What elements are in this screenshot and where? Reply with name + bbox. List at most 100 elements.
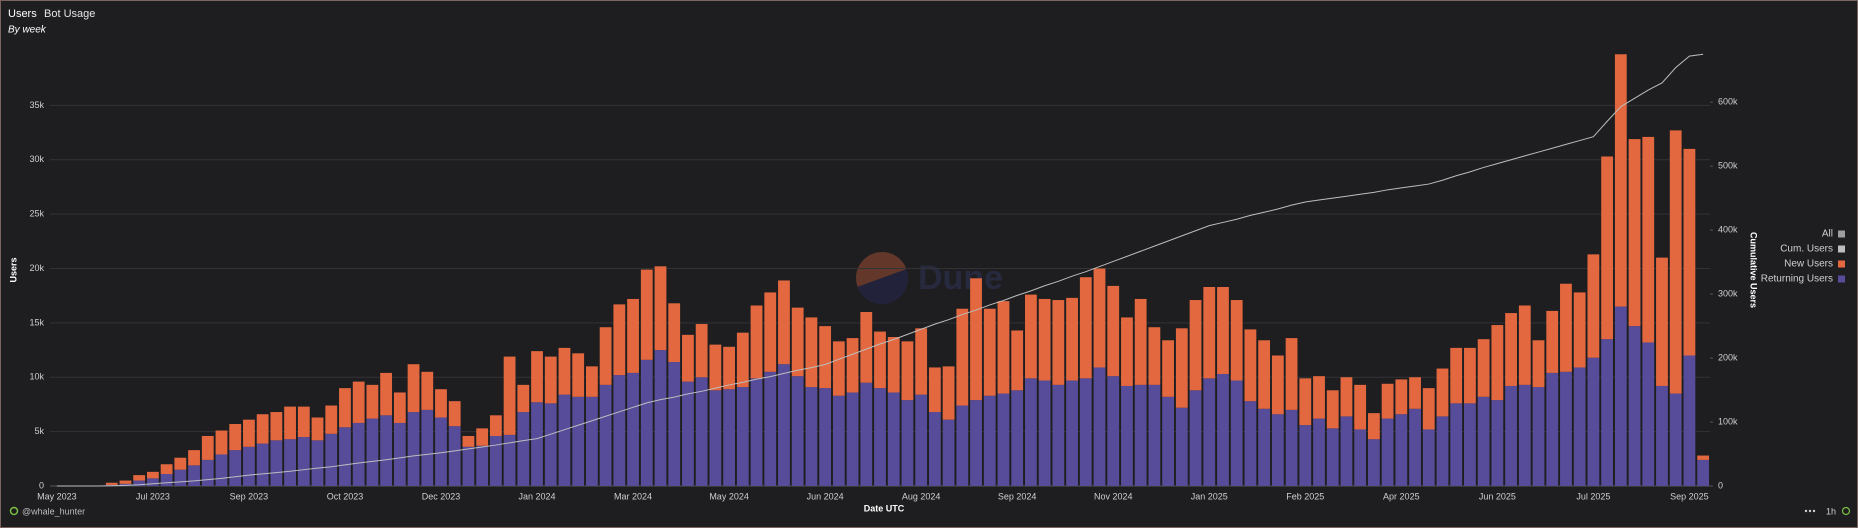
bar-segment: [819, 326, 832, 389]
menu-dot: [1812, 509, 1816, 513]
bar-segment: [1628, 139, 1641, 327]
bar-segment: [462, 446, 475, 486]
bar-segment: [1107, 376, 1120, 486]
bar-segment: [1313, 376, 1325, 419]
bar-segment: [1175, 328, 1188, 408]
bar-segment: [1505, 385, 1517, 486]
bar-segment: [1313, 418, 1325, 486]
legend-item[interactable]: Returning Users: [1761, 274, 1845, 285]
bar-segment: [1203, 378, 1216, 486]
bar-segment: [805, 387, 818, 486]
bar-segment: [421, 409, 434, 486]
bar-segment: [668, 303, 681, 363]
bar-segment: [942, 366, 955, 420]
bar-segment: [1162, 340, 1174, 397]
bar-segment: [284, 439, 296, 486]
refresh-interval: 1h: [1826, 506, 1836, 516]
bar-segment: [1381, 418, 1394, 486]
legend-item[interactable]: Cum. Users: [1780, 244, 1845, 255]
bar-segment: [819, 388, 832, 486]
bar-segment: [805, 317, 818, 388]
bar-segment: [709, 390, 722, 486]
bar-segment: [146, 471, 159, 479]
x-tick-label: May 2024: [709, 491, 749, 501]
bar-segment: [1409, 408, 1421, 486]
bar-segment: [1079, 277, 1092, 379]
bar-segment: [1491, 400, 1504, 486]
bar-segment: [1258, 408, 1271, 486]
bar-segment: [736, 332, 749, 388]
legend-item[interactable]: New Users: [1784, 259, 1845, 270]
bar-segment: [778, 280, 790, 365]
bar-segment: [517, 384, 530, 413]
bar-segment: [778, 364, 790, 486]
bar-segment: [256, 443, 269, 486]
bar-segment: [1121, 317, 1133, 386]
bar-segment: [1340, 416, 1353, 486]
y2-tick-label: 300k: [1718, 288, 1738, 298]
bar-segment: [1628, 326, 1641, 486]
author-icon: [9, 506, 19, 516]
bar-segment: [1464, 403, 1476, 486]
more-menu[interactable]: [1804, 509, 1816, 513]
watermark-logo-bottom: [857, 269, 908, 304]
bar-segment: [215, 430, 228, 455]
bar-segment: [174, 457, 187, 470]
bar-segment: [489, 415, 502, 436]
bar-segment: [901, 400, 914, 486]
watermark-logo-top: [856, 252, 907, 287]
bar-segment: [1518, 305, 1531, 385]
bar-segment: [942, 419, 955, 486]
bar-segment: [229, 424, 242, 451]
bar-segment: [1066, 297, 1078, 381]
bar-segment: [695, 323, 708, 378]
tab-users[interactable]: Users: [8, 8, 37, 20]
x-tick-label: May 2023: [37, 491, 77, 501]
legend-label: New Users: [1784, 259, 1833, 270]
bar-segment: [1189, 390, 1202, 486]
bar-segment: [1409, 377, 1421, 409]
bar-segment: [1614, 306, 1627, 486]
bar-segment: [1560, 283, 1572, 372]
bar-segment: [1189, 300, 1202, 391]
bar-segment: [517, 412, 530, 486]
bar-segment: [256, 414, 269, 444]
bar-segment: [160, 464, 173, 475]
bar-segment: [1258, 340, 1271, 409]
bar-segment: [380, 415, 393, 486]
bar-segment: [352, 422, 365, 486]
x-tick-label: Jun 2025: [1479, 491, 1516, 501]
bar-segment: [188, 465, 200, 486]
bar-segment: [627, 372, 639, 486]
bar-segment: [284, 406, 296, 440]
author[interactable]: @whale_hunter: [22, 506, 85, 516]
bar-segment: [1011, 390, 1024, 486]
bar-segment: [1491, 325, 1504, 401]
bar-segment: [1175, 407, 1188, 486]
bar-segment: [503, 356, 516, 435]
menu-dot: [1804, 509, 1808, 513]
bar-segment: [297, 406, 310, 438]
bar-segment: [997, 301, 1010, 394]
bar-segment: [1217, 373, 1229, 486]
x-tick-label: Sep 2023: [230, 491, 269, 501]
bar-segment: [229, 450, 242, 486]
bar-segment: [901, 341, 914, 401]
y2-axis-title: Cumulative Users: [1749, 232, 1759, 308]
bar-segment: [407, 412, 420, 486]
bar-segment: [188, 450, 200, 466]
bar-segment: [1436, 416, 1449, 486]
bar-segment: [791, 376, 804, 486]
x-tick-label: Jan 2024: [519, 491, 556, 501]
tab-bot-usage[interactable]: Bot Usage: [44, 8, 95, 20]
legend-swatch: [1838, 245, 1845, 253]
bar-segment: [1354, 429, 1367, 486]
bar-segment: [572, 396, 585, 486]
bar-segment: [352, 381, 365, 423]
bar-segment: [558, 394, 571, 486]
bar-segment: [970, 278, 982, 401]
legend-swatch: [1838, 275, 1845, 283]
bar-segment: [764, 371, 777, 486]
bar-segment: [1436, 368, 1449, 417]
bar-segment: [1038, 380, 1051, 486]
